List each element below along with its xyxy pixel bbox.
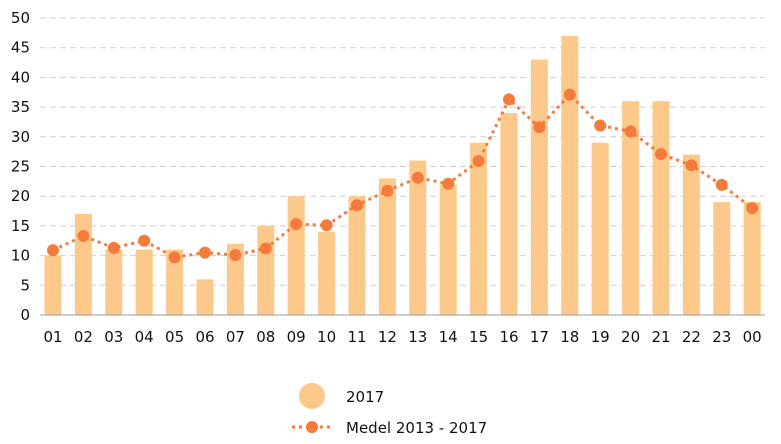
average-point (746, 202, 759, 215)
legend-bar-label: 2017 (346, 388, 384, 406)
average-point (411, 171, 424, 184)
average-point (472, 155, 485, 168)
x-tick-label: 23 (712, 328, 731, 346)
bar (166, 249, 184, 315)
average-point (503, 93, 515, 106)
average-point (290, 218, 303, 231)
y-tick-label: 30 (11, 128, 30, 146)
average-point (381, 184, 394, 197)
y-tick-label: 15 (11, 217, 30, 235)
legend-line-marker (306, 421, 318, 433)
legend-item-bar: 2017 (299, 383, 384, 409)
average-point (715, 178, 728, 191)
average-point (138, 234, 151, 247)
x-tick-label: 11 (347, 328, 366, 346)
y-tick-label: 10 (11, 247, 30, 265)
x-tick-label: 07 (226, 328, 245, 346)
average-point (594, 119, 607, 132)
average-point (77, 229, 90, 242)
bar (743, 202, 761, 315)
bar (287, 196, 305, 315)
average-point (442, 177, 455, 190)
x-tick-label: 03 (104, 328, 123, 346)
average-point (624, 125, 637, 138)
x-tick-label: 09 (287, 328, 306, 346)
average-point (533, 121, 546, 134)
x-tick-label: 02 (74, 328, 93, 346)
average-point (168, 251, 181, 264)
average-point (655, 148, 667, 161)
y-tick-label: 0 (20, 306, 30, 324)
x-tick-label: 10 (317, 328, 336, 346)
average-point (229, 249, 242, 262)
x-tick-label: 18 (560, 328, 579, 346)
x-tick-label: 00 (743, 328, 762, 346)
x-tick-label: 08 (256, 328, 275, 346)
bar (378, 178, 396, 315)
x-tick-label: 15 (469, 328, 488, 346)
y-tick-label: 25 (11, 158, 30, 176)
average-line (52, 92, 754, 259)
average-point (320, 219, 333, 232)
legend: 2017 Medel 2013 - 2017 (292, 383, 487, 437)
y-tick-label: 20 (11, 187, 30, 205)
average-point (107, 241, 120, 254)
x-tick-label: 05 (165, 328, 184, 346)
x-tick-label: 13 (408, 328, 427, 346)
y-tick-label: 35 (11, 98, 30, 116)
y-tick-label: 5 (20, 276, 30, 294)
average-point (259, 242, 272, 255)
legend-line-label: Medel 2013 - 2017 (346, 419, 487, 437)
bar (561, 35, 579, 315)
bar (591, 142, 609, 315)
bar (500, 113, 518, 315)
y-tick-label: 45 (11, 39, 30, 57)
bar (135, 249, 153, 315)
bar (409, 160, 427, 315)
bar (226, 243, 244, 315)
y-tick-label: 50 (11, 9, 30, 27)
x-tick-label: 17 (530, 328, 549, 346)
x-tick-label: 12 (378, 328, 397, 346)
bar (257, 225, 275, 315)
bar (44, 255, 62, 315)
x-tick-label: 21 (651, 328, 670, 346)
bar (439, 184, 457, 315)
legend-bar-swatch (299, 383, 325, 409)
bar (713, 202, 731, 315)
x-tick-label: 14 (439, 328, 458, 346)
x-tick-label: 22 (682, 328, 701, 346)
x-tick-label: 04 (135, 328, 154, 346)
x-tick-label: 19 (591, 328, 610, 346)
bar (652, 101, 670, 315)
grid-lines (40, 17, 765, 286)
bar (74, 214, 92, 315)
x-tick-label: 01 (43, 328, 62, 346)
average-point (563, 88, 576, 101)
x-tick-label: 06 (195, 328, 214, 346)
y-axis-ticks: 0 5 10 15 20 25 30 35 40 45 50 (11, 9, 30, 324)
x-axis-ticks: 01 02 03 04 05 06 07 08 09 10 11 12 13 14 15 16 17 18 19 20… (43, 328, 761, 346)
y-tick-label: 40 (11, 68, 30, 86)
line-series-average (47, 88, 759, 264)
average-point (685, 159, 698, 172)
bar (196, 279, 214, 315)
x-tick-label: 20 (621, 328, 640, 346)
bar (318, 231, 336, 315)
bar (348, 196, 366, 315)
bar (530, 59, 548, 315)
legend-item-line: Medel 2013 - 2017 (292, 419, 487, 437)
bar (470, 142, 488, 315)
bar (622, 101, 640, 315)
average-point (47, 244, 59, 257)
bar (105, 249, 123, 315)
average-point (199, 246, 211, 259)
bar (682, 154, 700, 315)
average-point (351, 199, 363, 212)
x-tick-label: 16 (499, 328, 518, 346)
